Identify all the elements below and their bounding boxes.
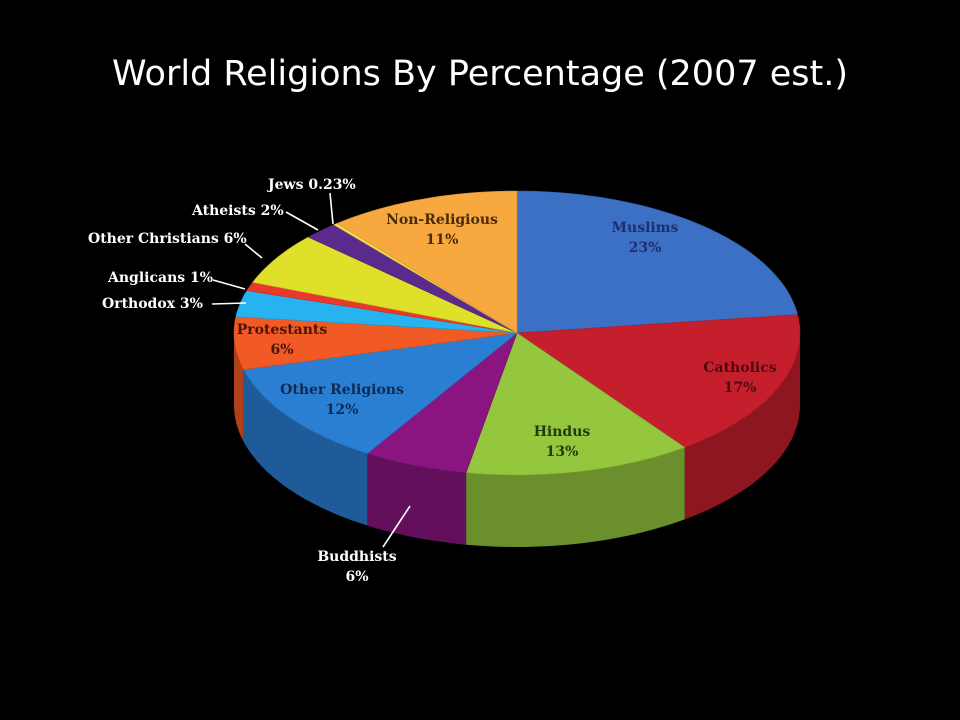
label-name-protestants: Protestants xyxy=(237,322,328,338)
slice-protestants xyxy=(233,316,518,371)
label-text-other-christians: Other Christians 6% xyxy=(88,231,247,247)
label-anglicans: Anglicans 1% xyxy=(107,270,213,286)
label-value-muslims: 23% xyxy=(629,240,662,256)
label-value-catholics: 17% xyxy=(724,380,757,396)
label-name-non-religious: Non-Religious xyxy=(386,212,498,228)
label-value-buddhists: 6% xyxy=(345,569,368,585)
slice-non-religious xyxy=(336,190,518,334)
label-value-other-religions: 12% xyxy=(326,402,359,418)
label-text-atheists: Atheists 2% xyxy=(191,203,284,219)
label-orthodox: Orthodox 3% xyxy=(102,296,203,312)
label-value-non-religious: 11% xyxy=(426,232,459,248)
label-name-buddhists: Buddhists xyxy=(317,549,396,565)
label-atheists: Atheists 2% xyxy=(191,203,284,219)
slice-other-christians xyxy=(252,236,518,334)
leader-lines xyxy=(211,192,411,548)
slice-muslims xyxy=(516,190,798,334)
chart-title: World Religions By Percentage (2007 est.… xyxy=(111,54,849,94)
slice-catholics xyxy=(516,314,801,448)
label-text-orthodox: Orthodox 3% xyxy=(102,296,203,312)
slice-atheists xyxy=(307,224,518,334)
side-other-religions xyxy=(243,369,368,526)
side-buddhists xyxy=(367,453,467,545)
label-name-catholics: Catholics xyxy=(703,360,776,376)
label-other-religions: Other Religions 12% xyxy=(280,382,404,418)
side-hindus xyxy=(466,447,685,547)
leader-anglicans xyxy=(212,279,246,290)
leader-orthodox xyxy=(211,302,247,305)
pie-side-walls xyxy=(234,333,800,547)
label-hindus: Hindus 13% xyxy=(534,424,591,460)
label-name-other-religions: Other Religions xyxy=(280,382,404,398)
label-protestants: Protestants 6% xyxy=(237,322,328,358)
label-text-jews: Jews 0.23% xyxy=(266,177,356,193)
slice-other-religions xyxy=(243,332,519,454)
label-jews: Jews 0.23% xyxy=(266,177,356,193)
label-value-protestants: 6% xyxy=(270,342,293,358)
side-catholics xyxy=(684,333,800,520)
label-text-anglicans: Anglicans 1% xyxy=(107,270,213,286)
side-protestants xyxy=(234,333,244,442)
label-non-religious: Non-Religious 11% xyxy=(386,212,498,248)
label-other-christians: Other Christians 6% xyxy=(88,231,247,247)
leader-other-christians xyxy=(244,243,263,259)
label-value-hindus: 13% xyxy=(546,444,579,460)
slice-buddhists xyxy=(366,332,518,474)
label-buddhists: Buddhists 6% xyxy=(317,549,396,585)
slice-labels: Muslims 23% Catholics 17% Hindus 13% Buddhists… xyxy=(88,177,777,585)
label-catholics: Catholics 17% xyxy=(703,360,776,396)
label-muslims: Muslims 23% xyxy=(612,220,679,256)
label-name-muslims: Muslims xyxy=(612,220,679,236)
slice-hindus xyxy=(465,332,686,476)
label-name-hindus: Hindus xyxy=(534,424,591,440)
leader-buddhists xyxy=(382,505,411,548)
leader-atheists xyxy=(285,211,319,231)
pie-top-faces xyxy=(233,190,801,476)
leader-jews xyxy=(329,192,334,225)
